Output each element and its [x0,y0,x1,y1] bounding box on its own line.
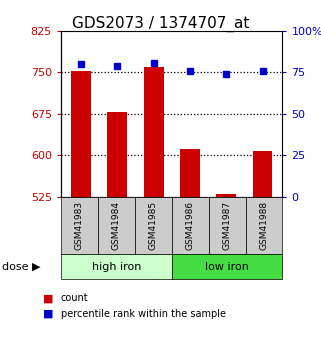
Bar [180,149,200,197]
Text: ■: ■ [43,309,53,319]
Bar [143,67,164,197]
Text: GSM41983: GSM41983 [75,200,84,250]
Text: GSM41986: GSM41986 [186,200,195,250]
Text: low iron: low iron [205,262,249,272]
Text: ■: ■ [43,294,53,303]
Text: count: count [61,294,89,303]
Text: GSM41987: GSM41987 [222,200,232,250]
Text: GSM41984: GSM41984 [112,200,121,250]
Bar [71,71,91,197]
Text: GDS2073 / 1374707_at: GDS2073 / 1374707_at [72,16,249,32]
Text: percentile rank within the sample: percentile rank within the sample [61,309,226,319]
Text: GSM41988: GSM41988 [259,200,269,250]
Bar [253,151,273,197]
Bar [216,194,236,197]
Text: high iron: high iron [92,262,141,272]
Bar [107,112,127,197]
Text: dose ▶: dose ▶ [2,262,40,272]
Text: GSM41985: GSM41985 [149,200,158,250]
